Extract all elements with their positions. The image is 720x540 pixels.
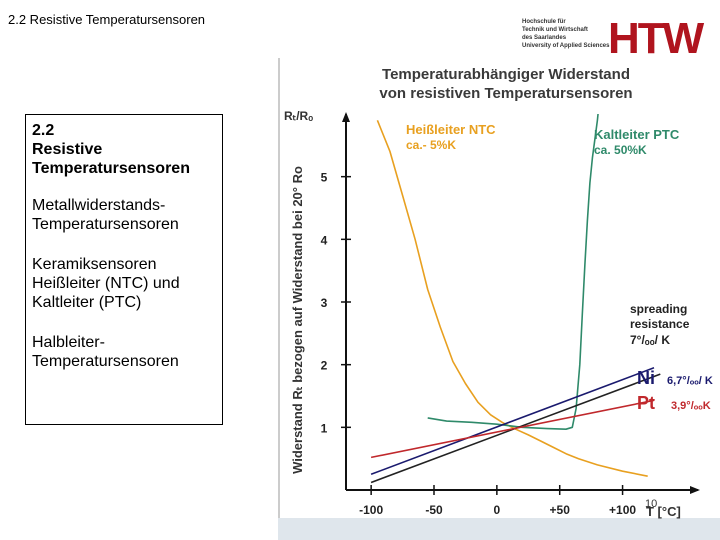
textbox-item-metal: Metallwiderstands- Temperatursensoren bbox=[32, 196, 216, 234]
chart-svg: Temperaturabhängiger Widerstand von resi… bbox=[278, 58, 720, 540]
header-title: 2.2 Resistive Temperatursensoren bbox=[8, 12, 206, 27]
item-line: Heißleiter (NTC) und bbox=[32, 275, 180, 292]
y-axis-label: Widerstand Rₜ bezogen auf Widerstand bei… bbox=[290, 166, 305, 474]
y-axis-unit-label: Rₜ/Rₒ bbox=[284, 109, 313, 123]
ni-label: Ni bbox=[637, 368, 655, 388]
item-line: Temperatursensoren bbox=[32, 216, 179, 233]
x-tick-label: +100 bbox=[609, 503, 636, 517]
logo-line: des Saarlandes bbox=[522, 35, 567, 41]
y-tick-label: 3 bbox=[321, 296, 328, 310]
chart-title-line-2: von resistiven Temperatursensoren bbox=[379, 85, 632, 102]
logo-line: Technik und Wirtschaft bbox=[522, 27, 588, 33]
chart-left-border bbox=[278, 58, 280, 520]
item-line: Keramiksensoren bbox=[32, 256, 157, 273]
x-axis-arrow bbox=[690, 486, 700, 494]
item-line: Temperatursensoren bbox=[32, 353, 179, 370]
axes: -100 -50 0 +50 +100 1 2 3 4 5 bbox=[321, 112, 700, 517]
textbox-item-semiconductor: Halbleiter- Temperatursensoren bbox=[32, 333, 216, 371]
heading-line: Temperatursensoren bbox=[32, 160, 190, 177]
item-line: Kaltleiter (PTC) bbox=[32, 294, 142, 311]
series-line-pt bbox=[370, 399, 655, 459]
chart-background bbox=[278, 58, 720, 540]
logo-line: Hochschule für bbox=[522, 19, 566, 25]
university-logo-text: Hochschule für Technik und Wirtschaft de… bbox=[522, 18, 609, 50]
htw-logo: HTW bbox=[608, 14, 704, 63]
x-tick-label: -50 bbox=[425, 503, 443, 517]
spreading-label-3: 7°/ₒₒ/ K bbox=[630, 333, 670, 347]
y-tick-label: 5 bbox=[321, 171, 328, 185]
chart-bottom-band bbox=[278, 518, 720, 540]
item-line: Halbleiter- bbox=[32, 334, 105, 351]
heading-line: 2.2 bbox=[32, 122, 55, 139]
textbox-heading: 2.2 Resistive Temperatursensoren bbox=[32, 121, 216, 178]
y-tick-label: 1 bbox=[321, 421, 328, 435]
x-axis-label: T [°C] bbox=[646, 504, 681, 519]
content-textbox: 2.2 Resistive Temperatursensoren Metallw… bbox=[25, 114, 223, 425]
pt-coefficient: 3,9°/ₒₒK bbox=[671, 400, 711, 412]
ntc-label: Heißleiter NTC bbox=[406, 122, 496, 137]
series-line-ni bbox=[370, 367, 655, 476]
chart-title-line-1: Temperaturabhängiger Widerstand bbox=[382, 66, 630, 83]
item-line: Metallwiderstands- bbox=[32, 197, 166, 214]
y-axis-arrow bbox=[342, 112, 350, 122]
series-line-ntc bbox=[376, 120, 648, 477]
ni-coefficient: 6,7°/ₒₒ/ K bbox=[667, 375, 713, 387]
annotations: Heißleiter NTC ca.- 5%K Kaltleiter PTC c… bbox=[406, 122, 713, 413]
page-number: 10 bbox=[645, 498, 658, 510]
heading-line: Resistive bbox=[32, 141, 103, 158]
textbox-item-ceramic: Keramiksensoren Heißleiter (NTC) und Kal… bbox=[32, 255, 216, 312]
spreading-label-2: resistance bbox=[630, 317, 690, 331]
ntc-coefficient: ca.- 5%K bbox=[406, 138, 456, 152]
pt-label: Pt bbox=[637, 393, 655, 413]
x-tick-label: 0 bbox=[494, 503, 501, 517]
x-tick-label: +50 bbox=[550, 503, 571, 517]
series-line-ptc bbox=[427, 114, 599, 431]
spreading-label-1: spreading bbox=[630, 302, 687, 316]
resistance-chart: Temperaturabhängiger Widerstand von resi… bbox=[278, 58, 720, 540]
y-tick-label: 4 bbox=[321, 233, 328, 247]
series bbox=[370, 114, 661, 484]
ptc-coefficient: ca. 50%K bbox=[594, 143, 647, 157]
x-tick-label: -100 bbox=[359, 503, 383, 517]
y-tick-label: 2 bbox=[321, 359, 328, 373]
ptc-label: Kaltleiter PTC bbox=[594, 127, 680, 142]
logo-line: University of Applied Sciences bbox=[522, 43, 610, 49]
